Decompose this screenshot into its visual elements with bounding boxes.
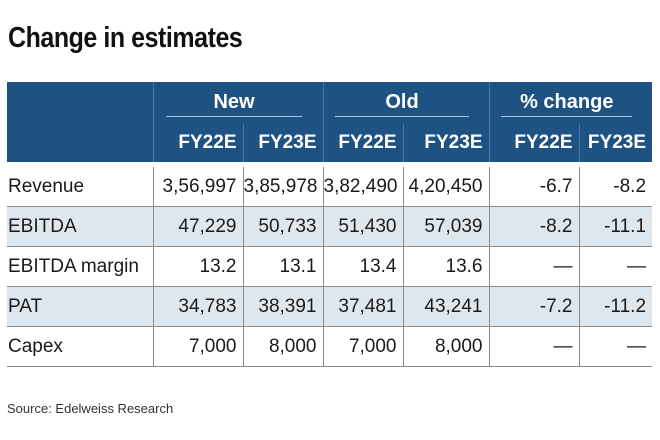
table-cell: — bbox=[488, 326, 579, 367]
table-cell: 8,000 bbox=[402, 326, 489, 367]
table-cell: 7,000 bbox=[322, 326, 403, 367]
table-cell: 7,000 bbox=[152, 326, 243, 367]
table-cell: 4,20,450 bbox=[402, 167, 489, 207]
table-cell: -6.7 bbox=[488, 167, 579, 207]
table-cell: 13.2 bbox=[152, 246, 243, 287]
row-label: Capex bbox=[7, 326, 153, 367]
table-cell: 43,241 bbox=[402, 286, 489, 327]
year-header: FY23E bbox=[578, 124, 653, 162]
table-cell: -11.1 bbox=[578, 206, 653, 247]
table-row: EBITDA 47,229 50,733 51,430 57,039 -8.2 … bbox=[7, 206, 653, 247]
estimates-table: New Old % change FY22E FY23E FY22E FY23E… bbox=[7, 82, 653, 367]
group-header-old: Old bbox=[322, 82, 489, 124]
table-cell: 3,82,490 bbox=[322, 167, 403, 207]
row-label: EBITDA bbox=[7, 206, 153, 247]
table-cell: 13.6 bbox=[402, 246, 489, 287]
table-cell: 34,783 bbox=[152, 286, 243, 327]
table-cell: 50,733 bbox=[242, 206, 323, 247]
group-header-new: New bbox=[152, 82, 323, 124]
row-label: EBITDA margin bbox=[7, 246, 153, 287]
table-cell: 3,85,978 bbox=[242, 167, 323, 207]
year-header: FY22E bbox=[488, 124, 579, 162]
table-cell: 13.1 bbox=[242, 246, 323, 287]
year-header: FY22E bbox=[322, 124, 403, 162]
year-header: FY23E bbox=[242, 124, 323, 162]
header-spacer bbox=[7, 82, 153, 124]
year-header-row: FY22E FY23E FY22E FY23E FY22E FY23E bbox=[7, 124, 653, 162]
table-row: PAT 34,783 38,391 37,481 43,241 -7.2 -11… bbox=[7, 286, 653, 327]
table-row: Capex 7,000 8,000 7,000 8,000 — — bbox=[7, 326, 653, 367]
row-label: Revenue bbox=[7, 167, 153, 207]
table-cell: 13.4 bbox=[322, 246, 403, 287]
table-cell: 8,000 bbox=[242, 326, 323, 367]
table-cell: — bbox=[578, 246, 653, 287]
year-header: FY23E bbox=[402, 124, 489, 162]
page-title: Change in estimates bbox=[8, 22, 243, 54]
header-spacer bbox=[7, 124, 153, 162]
source-note: Source: Edelweiss Research bbox=[7, 401, 174, 416]
table-cell: 51,430 bbox=[322, 206, 403, 247]
table-header: New Old % change FY22E FY23E FY22E FY23E… bbox=[7, 82, 653, 167]
table-cell: 47,229 bbox=[152, 206, 243, 247]
table-row: EBITDA margin 13.2 13.1 13.4 13.6 — — bbox=[7, 246, 653, 287]
row-label: PAT bbox=[7, 286, 153, 327]
table-cell: -7.2 bbox=[488, 286, 579, 327]
table-cell: — bbox=[578, 326, 653, 367]
group-header-row: New Old % change bbox=[7, 82, 653, 124]
table-cell: 57,039 bbox=[402, 206, 489, 247]
group-header-change: % change bbox=[488, 82, 653, 124]
table-row: Revenue 3,56,997 3,85,978 3,82,490 4,20,… bbox=[7, 167, 653, 207]
table-cell: 37,481 bbox=[322, 286, 403, 327]
table-cell: -11.2 bbox=[578, 286, 653, 327]
year-header: FY22E bbox=[152, 124, 243, 162]
table-cell: 38,391 bbox=[242, 286, 323, 327]
table-cell: -8.2 bbox=[488, 206, 579, 247]
table-cell: 3,56,997 bbox=[152, 167, 243, 207]
table-cell: -8.2 bbox=[578, 167, 653, 207]
table-cell: — bbox=[488, 246, 579, 287]
